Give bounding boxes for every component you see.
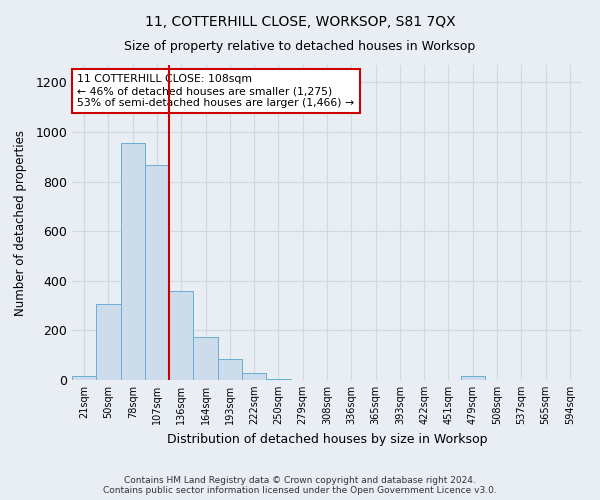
Bar — [242, 372, 266, 380]
Y-axis label: Number of detached properties: Number of detached properties — [14, 130, 27, 316]
Bar — [145, 166, 169, 380]
Bar — [218, 360, 242, 380]
Text: 11 COTTERHILL CLOSE: 108sqm
← 46% of detached houses are smaller (1,275)
53% of : 11 COTTERHILL CLOSE: 108sqm ← 46% of det… — [77, 74, 354, 108]
Bar — [266, 379, 290, 380]
X-axis label: Distribution of detached houses by size in Worksop: Distribution of detached houses by size … — [167, 432, 487, 446]
Text: Contains HM Land Registry data © Crown copyright and database right 2024.
Contai: Contains HM Land Registry data © Crown c… — [103, 476, 497, 495]
Bar — [121, 143, 145, 380]
Bar — [72, 376, 96, 380]
Bar — [461, 376, 485, 380]
Text: Size of property relative to detached houses in Worksop: Size of property relative to detached ho… — [124, 40, 476, 53]
Bar — [193, 338, 218, 380]
Text: 11, COTTERHILL CLOSE, WORKSOP, S81 7QX: 11, COTTERHILL CLOSE, WORKSOP, S81 7QX — [145, 15, 455, 29]
Bar — [96, 304, 121, 380]
Bar — [169, 291, 193, 380]
